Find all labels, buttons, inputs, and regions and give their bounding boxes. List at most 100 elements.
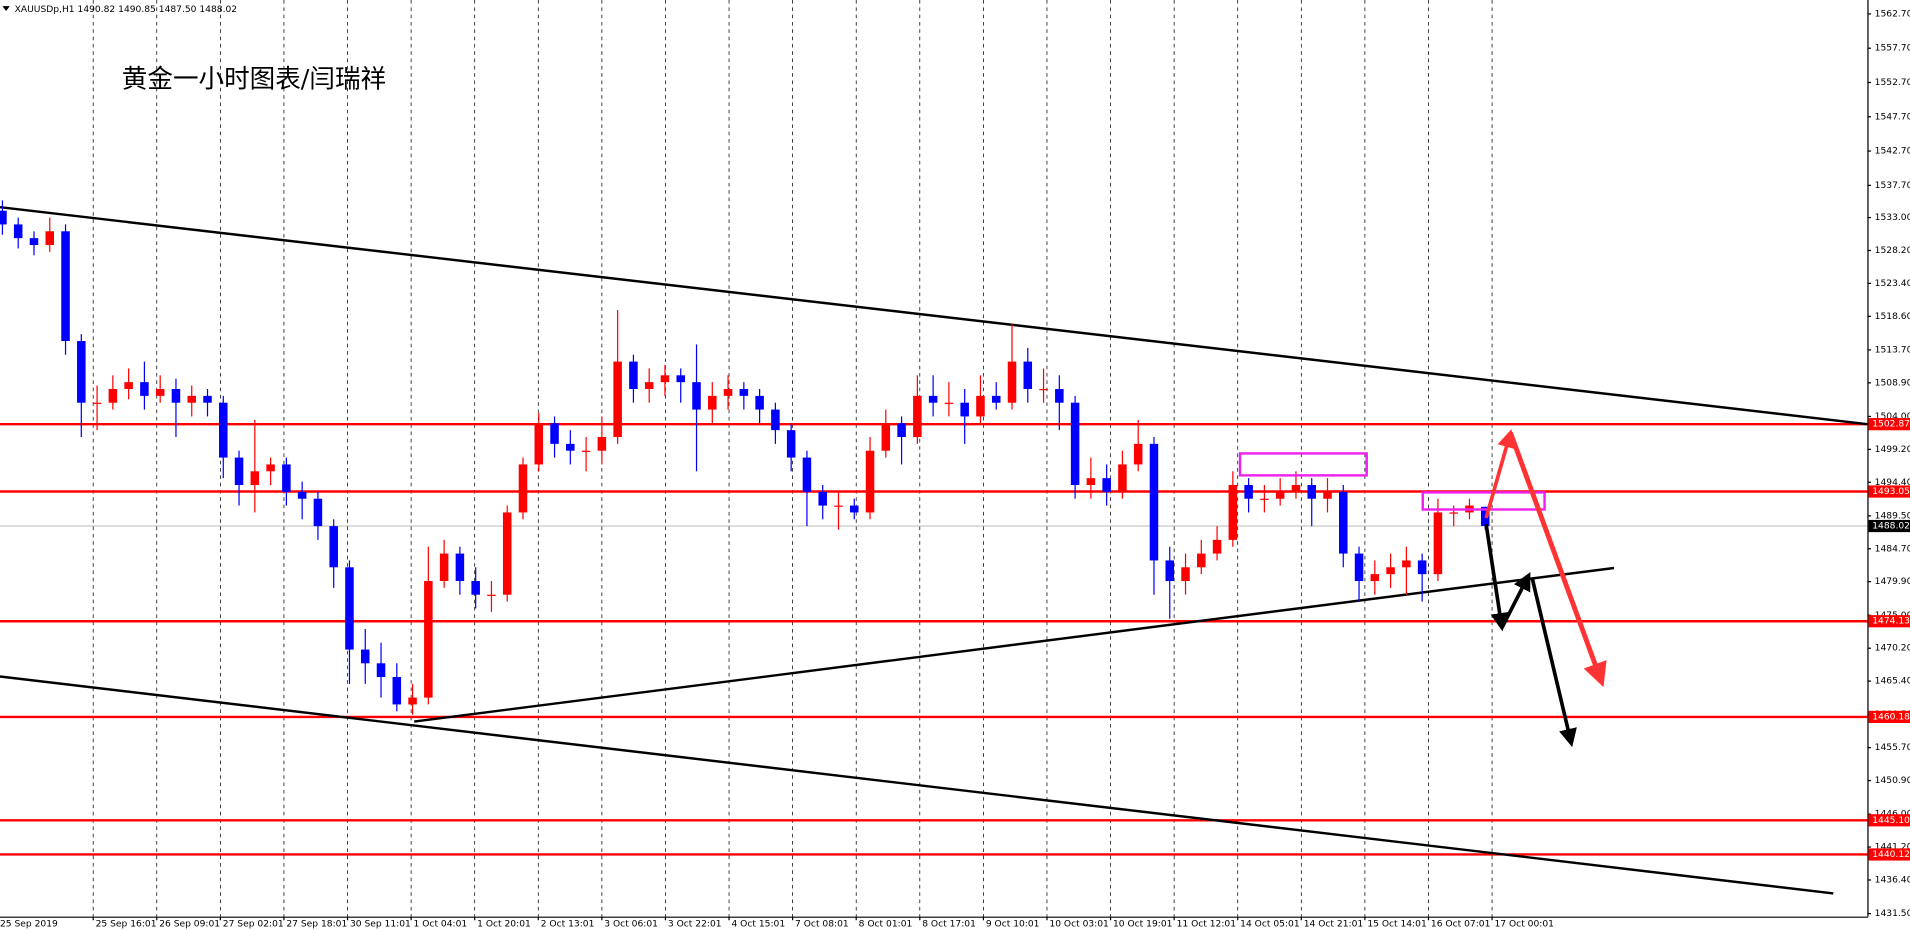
candle-body: [108, 389, 118, 403]
y-tick-label: 1484.70: [1875, 544, 1910, 554]
y-tick-label: 1479.90: [1875, 577, 1910, 587]
candle-body: [739, 389, 749, 396]
candle-body: [424, 581, 433, 698]
y-tick-label: 1455.70: [1875, 743, 1910, 753]
y-tick-label: 1470.20: [1875, 644, 1910, 654]
level-label: 1445.10: [1872, 816, 1910, 826]
level-tag: [1868, 418, 1910, 431]
level-tag: [1868, 485, 1910, 498]
candle-body: [786, 430, 796, 458]
candle-body: [755, 395, 764, 410]
candle-body: [676, 375, 686, 383]
arrow: [1530, 578, 1577, 748]
candle-body: [1449, 512, 1458, 514]
candle-body: [597, 437, 607, 451]
candle-body: [1149, 443, 1159, 561]
candle-body: [140, 382, 149, 396]
x-axis: 25 Sep 2019 25 Sep 16:01 26 Sep 09:01 27 Se…: [0, 916, 1554, 929]
candle-body: [282, 464, 291, 492]
level-tag: [1868, 848, 1910, 861]
candle-body: [297, 491, 307, 499]
candle-body: [1055, 389, 1064, 403]
candle-body: [45, 231, 55, 246]
candle-body: [1228, 485, 1238, 540]
candle-body: [13, 224, 23, 239]
x-tick-label: 25 Sep 2019: [0, 919, 58, 929]
candle-body: [566, 443, 575, 451]
candle-body: [1023, 361, 1033, 390]
candle-body: [644, 382, 654, 390]
candle-body: [360, 649, 370, 664]
candle-body: [1417, 560, 1427, 575]
candle-body: [29, 238, 39, 246]
x-tick-label: 27 Sep 02:01: [223, 919, 284, 929]
x-tick-label: 8 Oct 17:01: [922, 919, 976, 929]
candle-body: [1307, 485, 1316, 499]
y-tick-label: 1533.00: [1875, 213, 1910, 223]
x-tick-label: 3 Oct 22:01: [668, 919, 722, 929]
candle-body: [455, 553, 465, 582]
y-tick-label: 1494.40: [1875, 478, 1910, 488]
x-tick-label: 2 Oct 13:01: [541, 919, 595, 929]
candle-body: [1118, 464, 1127, 492]
level-tag: [1868, 814, 1910, 827]
candle-body: [1165, 560, 1175, 582]
y-tick-label: 1552.70: [1875, 78, 1910, 88]
x-tick-label: 11 Oct 12:01: [1177, 919, 1236, 929]
candle-body: [1275, 491, 1285, 499]
y-tick-label: 1504.00: [1875, 412, 1910, 422]
candle-body: [203, 395, 212, 403]
candle-body: [1197, 553, 1206, 568]
candle-body: [171, 389, 181, 403]
candle-body: [708, 395, 717, 410]
candle-body: [818, 491, 827, 506]
x-tick-label: 10 Oct 19:01: [1113, 919, 1172, 929]
trend-line: [0, 675, 1834, 895]
y-tick-label: 1518.60: [1875, 312, 1910, 322]
symbol-header: XAUUSDp,H1 1490.82 1490.85 1487.50 1488.…: [15, 5, 238, 15]
y-tick-label: 1523.40: [1875, 279, 1910, 289]
candle-body: [124, 382, 133, 390]
y-tick-label: 1489.50: [1875, 511, 1910, 521]
candle-body: [881, 423, 891, 451]
candle-body: [1102, 478, 1111, 492]
candle-body: [771, 409, 780, 431]
y-tick-label: 1513.70: [1875, 345, 1910, 355]
candle-body: [1070, 402, 1080, 486]
y-tick-label: 1557.70: [1875, 44, 1910, 54]
x-tick-label: 30 Sep 11:01: [350, 919, 411, 929]
y-tick-label: 1436.40: [1875, 875, 1910, 885]
y-tick-label: 1542.70: [1875, 147, 1910, 157]
x-tick-label: 4 Oct 15:01: [731, 919, 785, 929]
candle-body: [250, 471, 260, 486]
candle-body: [1339, 491, 1348, 554]
chart-title: 黄金一小时图表/闫瑞祥: [122, 64, 386, 94]
candle-body: [392, 677, 402, 705]
candle-body: [928, 395, 938, 403]
candle-body: [329, 526, 338, 568]
y-axis: 1562.70 1557.70 1552.70 1547.70 1542.70 1537.…: [1867, 9, 1910, 919]
candle-body: [723, 389, 733, 396]
candle-body: [1007, 361, 1017, 403]
candle-body: [834, 505, 843, 507]
dropdown-icon: [2, 6, 10, 11]
candle-body: [660, 375, 670, 383]
candle-body: [1039, 389, 1048, 391]
y-tick-label: 1465.40: [1875, 677, 1910, 687]
candle-body: [1244, 485, 1253, 499]
level-label: 1460.18: [1872, 712, 1910, 722]
candle-body: [613, 361, 622, 438]
candle-body: [487, 594, 496, 596]
candle-body: [1181, 567, 1190, 582]
candle-body: [1370, 574, 1380, 582]
level-tag: [1868, 710, 1910, 724]
candle-body: [313, 498, 323, 527]
x-tick-label: 1 Oct 20:01: [477, 919, 531, 929]
arrow: [1508, 431, 1607, 688]
x-tick-label: 10 Oct 03:01: [1049, 919, 1108, 929]
y-tick-label: 1537.70: [1875, 181, 1910, 191]
highlight-box: [1238, 452, 1368, 477]
candle-body: [266, 464, 275, 472]
levels: [0, 422, 1868, 856]
arrow: [1484, 523, 1509, 632]
